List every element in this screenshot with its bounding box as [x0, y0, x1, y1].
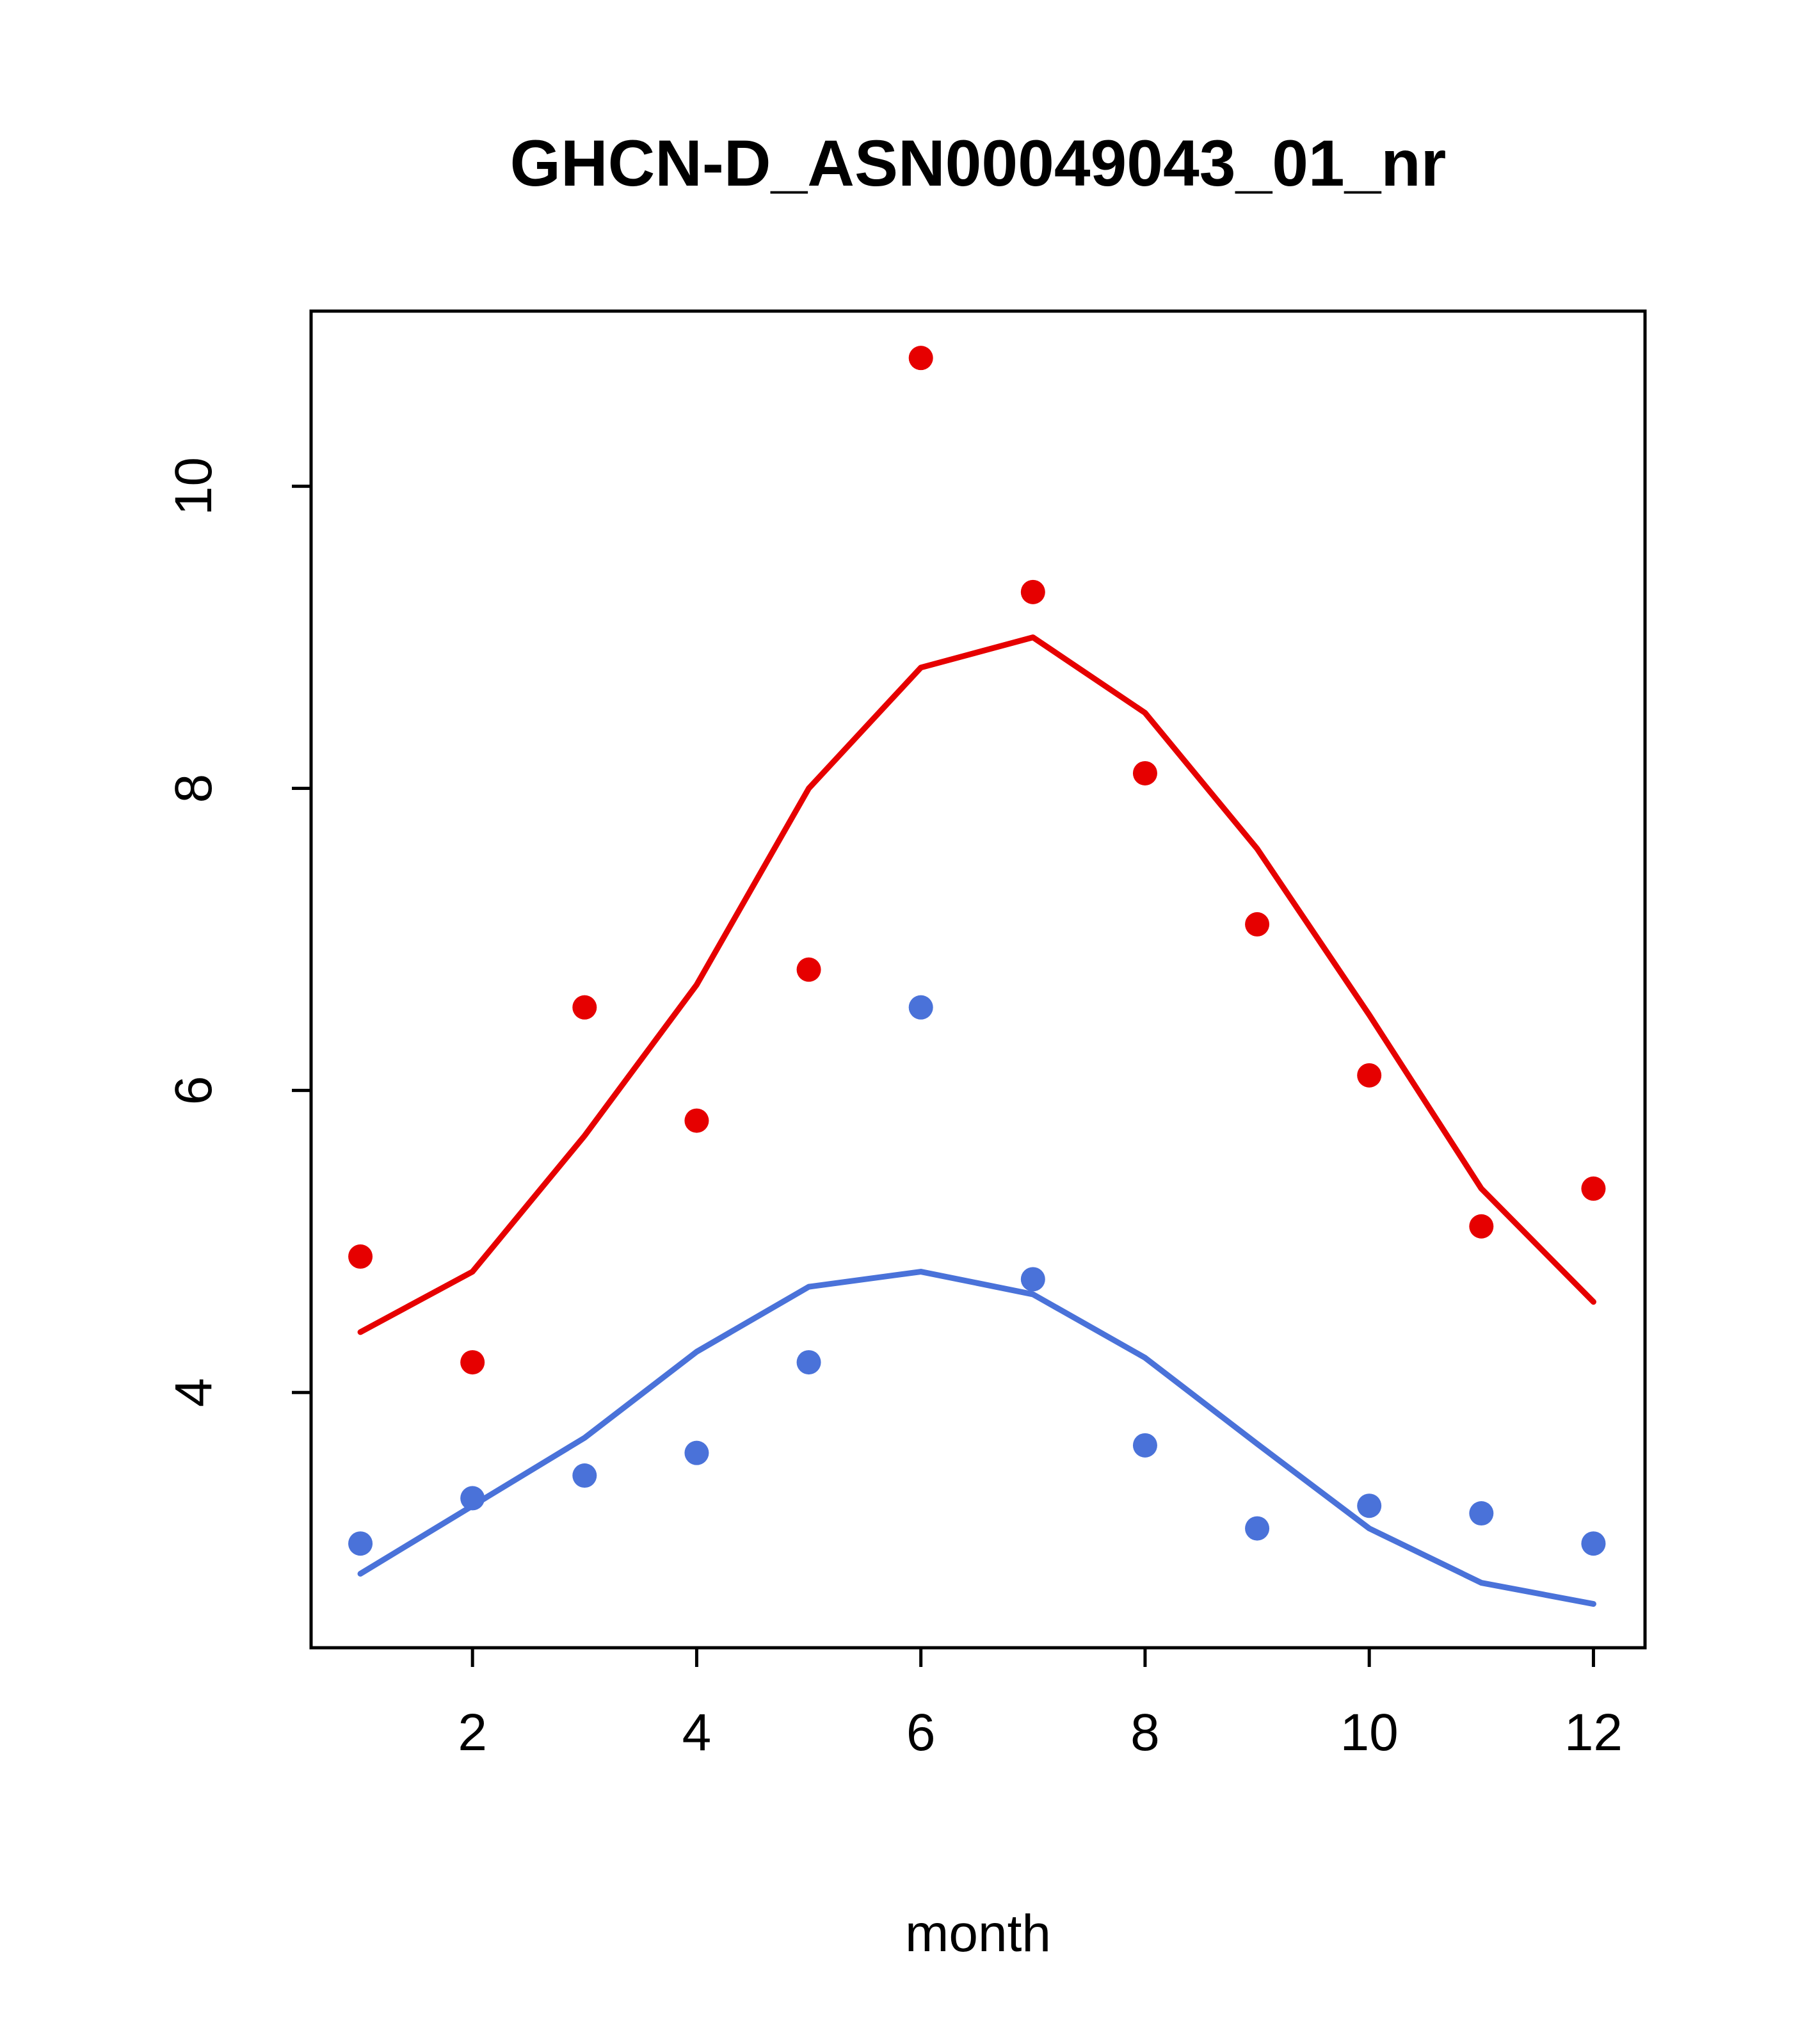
- chart-title: GHCN-D_ASN00049043_01_nr: [510, 127, 1447, 200]
- red-point: [1581, 1176, 1606, 1201]
- y-tick-label: 6: [165, 1076, 223, 1106]
- blue-point: [1132, 1433, 1157, 1458]
- x-tick-label: 2: [458, 1703, 487, 1762]
- blue-point: [1020, 1267, 1045, 1292]
- y-tick-label: 10: [165, 457, 223, 515]
- blue-point: [1245, 1516, 1270, 1541]
- blue-point: [1469, 1501, 1494, 1526]
- blue-point: [1581, 1531, 1606, 1556]
- red-point: [1469, 1214, 1494, 1239]
- red-point: [348, 1244, 373, 1269]
- blue-line: [357, 1269, 1596, 1607]
- red-point: [1245, 912, 1270, 937]
- red-point: [1132, 760, 1157, 785]
- y-tick-label: 4: [165, 1378, 223, 1407]
- red-point: [1357, 1063, 1382, 1088]
- x-tick-label: 10: [1340, 1703, 1399, 1762]
- x-tick-label: 4: [682, 1703, 712, 1762]
- red-point: [908, 346, 933, 371]
- plot-border: [309, 309, 1647, 1650]
- series-layer: [348, 346, 1606, 1607]
- blue-point: [572, 1463, 597, 1488]
- x-tick-label: 12: [1564, 1703, 1623, 1762]
- red-point: [1020, 579, 1045, 604]
- blue-point: [684, 1440, 709, 1465]
- red-point: [460, 1350, 485, 1375]
- x-axis-label: month: [905, 1904, 1051, 1963]
- x-tick-label: 6: [906, 1703, 936, 1762]
- x-tick-label: 8: [1130, 1703, 1160, 1762]
- y-tick-label: 8: [165, 774, 223, 803]
- red-line: [357, 634, 1596, 1335]
- blue-point: [908, 995, 933, 1020]
- blue-point: [460, 1486, 485, 1511]
- blue-point: [1357, 1493, 1382, 1518]
- axes-layer: 2 4 6 8 10 12 4 6 8 10: [165, 457, 1623, 1762]
- red-point: [796, 957, 821, 982]
- blue-point: [348, 1531, 373, 1556]
- red-point: [572, 995, 597, 1020]
- red-point: [684, 1108, 709, 1133]
- blue-point: [796, 1350, 821, 1375]
